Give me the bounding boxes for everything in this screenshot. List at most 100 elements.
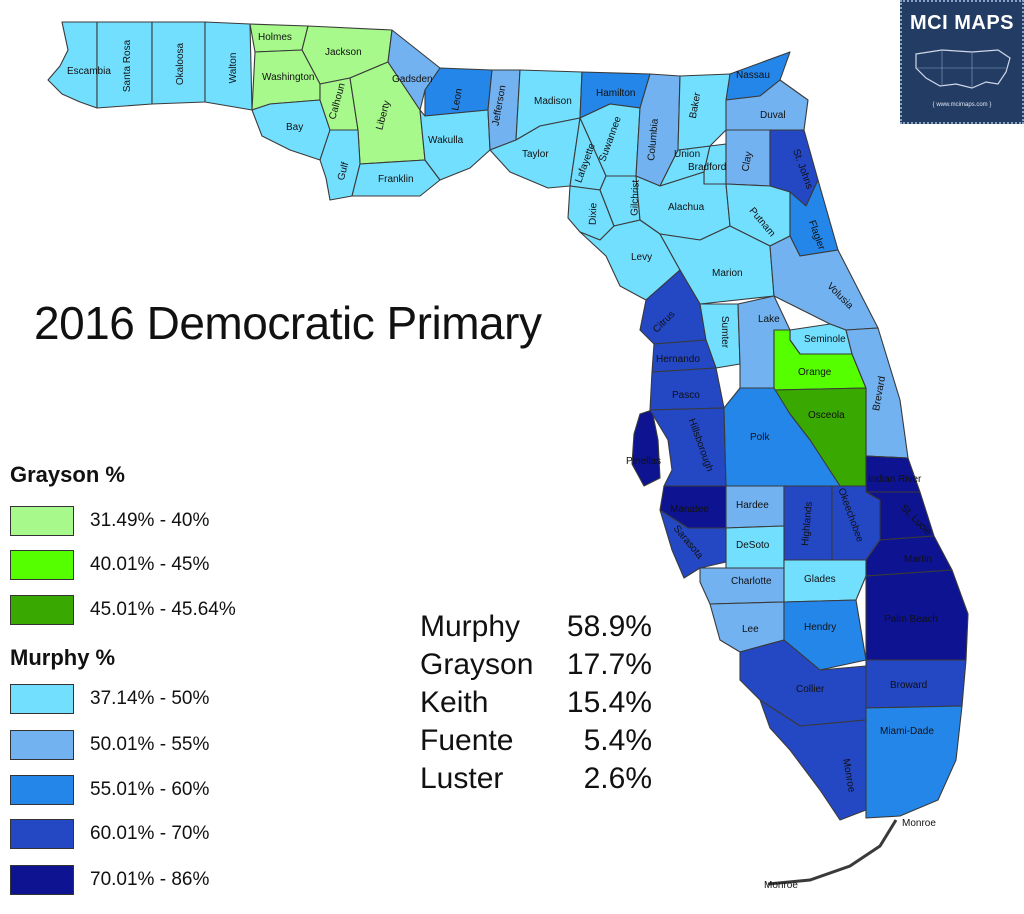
legend-item: 70.01% - 86%	[10, 864, 209, 896]
county-label: Pinellas	[626, 456, 661, 467]
mci-maps-badge: MCI MAPS { www.mcimaps.com }	[900, 0, 1024, 124]
county-label: Dixie	[588, 202, 600, 225]
county-label-monroe-keys: Monroe	[764, 880, 798, 891]
county-label: Nassau	[736, 70, 770, 81]
county-label: Orange	[798, 367, 832, 378]
county-label: Hernando	[656, 354, 700, 365]
county-label: Martin	[904, 554, 932, 565]
legend-item: 40.01% - 45%	[10, 549, 209, 581]
county-label: Sumter	[719, 316, 730, 349]
florida-keys	[767, 819, 898, 886]
county-label: Madison	[534, 96, 572, 107]
legend-swatch	[10, 595, 74, 625]
county-label: Palm Beach	[884, 614, 938, 625]
county-escambia	[47, 21, 98, 109]
county-label: Gulf	[336, 161, 351, 182]
county-label: Washington	[262, 72, 314, 83]
county-label: Bay	[286, 122, 303, 133]
legend-item: 45.01% - 45.64%	[10, 594, 236, 626]
county-label: Seminole	[804, 334, 846, 345]
county-label: Columbia	[646, 118, 661, 161]
county-label: Escambia	[67, 66, 111, 77]
county-label: Okaloosa	[175, 42, 186, 85]
county-label: Santa Rosa	[122, 39, 133, 92]
badge-title: MCI MAPS	[910, 12, 1014, 34]
legend-swatch	[10, 506, 74, 536]
legend-swatch	[10, 775, 74, 805]
legend-swatch	[10, 550, 74, 580]
legend-label: 37.14% - 50%	[90, 688, 210, 709]
result-row: Keith 15.4%	[420, 684, 652, 722]
badge-url: { www.mcimaps.com }	[932, 102, 992, 108]
legend-header-murphy: Murphy %	[10, 645, 116, 670]
legend-label: 70.01% - 86%	[90, 869, 210, 890]
legend-label: 50.01% - 55%	[90, 734, 210, 755]
county-label: Levy	[631, 252, 652, 263]
county-label: Polk	[750, 432, 770, 443]
result-row: Luster 2.6%	[420, 760, 652, 798]
candidate-percent: 17.7%	[566, 648, 652, 681]
legend-label: 45.01% - 45.64%	[90, 599, 236, 620]
county-label: Miami-Dade	[880, 726, 934, 737]
county-label: Union	[674, 149, 700, 160]
legend-label: 60.01% - 70%	[90, 823, 210, 844]
county-label: Lee	[742, 624, 759, 635]
legend-label: 55.01% - 60%	[90, 779, 210, 800]
candidate-name: Grayson	[420, 648, 534, 681]
county-taylor	[489, 117, 581, 189]
county-label: Manatee	[670, 504, 709, 515]
legend-label: 31.49% - 40%	[90, 510, 210, 531]
county-label: Collier	[796, 684, 825, 695]
county-palm-beach	[865, 569, 969, 661]
us-map-icon	[915, 49, 1011, 89]
legend-header-grayson: Grayson %	[10, 462, 125, 487]
candidate-percent: 5.4%	[583, 724, 652, 757]
county-label: Indian River	[868, 474, 922, 485]
county-label: Lake	[758, 314, 780, 325]
county-label: Jackson	[325, 47, 362, 58]
candidate-name: Fuente	[420, 724, 514, 757]
result-row: Fuente 5.4%	[420, 722, 652, 760]
legend-swatch	[10, 684, 74, 714]
county-label: Osceola	[808, 410, 845, 421]
county-label: Taylor	[522, 149, 549, 160]
county-baker	[677, 73, 731, 151]
candidate-name: Luster	[420, 762, 504, 795]
county-label: Highlands	[800, 501, 815, 546]
county-label: Broward	[890, 680, 927, 691]
county-label: Holmes	[258, 32, 292, 43]
map-title: 2016 Democratic Primary	[34, 297, 542, 349]
county-label: Hendry	[804, 622, 836, 633]
candidate-percent: 2.6%	[583, 762, 652, 795]
county-label: Hamilton	[596, 88, 635, 99]
county-miami-dade	[865, 705, 963, 819]
candidate-name: Murphy	[420, 610, 521, 643]
candidate-name: Keith	[420, 686, 489, 719]
county-monroe-mainland	[759, 699, 867, 821]
county-label: Hardee	[736, 500, 769, 511]
county-label: DeSoto	[736, 540, 770, 551]
county-label: Wakulla	[428, 135, 464, 146]
county-label: Leon	[450, 88, 465, 112]
legend-swatch	[10, 865, 74, 895]
county-pinellas	[631, 409, 661, 487]
county-label: Clay	[740, 151, 754, 173]
candidate-percent: 15.4%	[566, 686, 652, 719]
legend-label: 40.01% - 45%	[90, 554, 210, 575]
county-sumter	[699, 303, 741, 369]
county-label: Glades	[804, 574, 836, 585]
legend-item: 50.01% - 55%	[10, 729, 209, 761]
county-label: Gilchrist	[629, 179, 641, 216]
county-hendry	[783, 599, 867, 671]
county-wakulla	[419, 109, 491, 181]
county-pasco	[649, 367, 725, 411]
legend-swatch	[10, 819, 74, 849]
statewide-results: Murphy 58.9% Grayson 17.7% Keith 15.4% F…	[420, 608, 652, 798]
legend-item: 37.14% - 50%	[10, 683, 209, 715]
result-row: Murphy 58.9%	[420, 608, 652, 646]
legend-swatch	[10, 730, 74, 760]
county-label: Gadsden	[392, 74, 433, 85]
legend-item: 60.01% - 70%	[10, 818, 209, 850]
county-label: Bradford	[688, 162, 726, 173]
